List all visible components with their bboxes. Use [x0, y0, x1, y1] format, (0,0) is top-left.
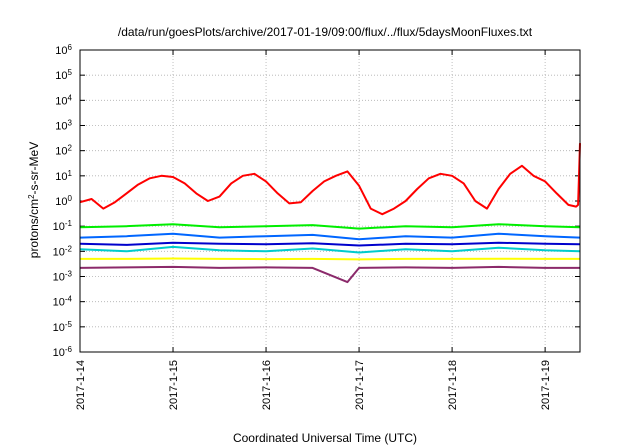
- chart-title: /data/run/goesPlots/archive/2017-01-19/0…: [118, 25, 533, 39]
- y-tick-label: 103: [55, 118, 72, 133]
- y-axis-label-pre: protons/cm: [27, 199, 41, 258]
- series-line-3: [79, 245, 581, 254]
- series-line-4: [79, 232, 581, 241]
- y-tick-label: 106: [55, 43, 72, 58]
- y-tick-labels: 106 105 104 103 102 101 100 10-1 10-2 10-3 10-4 10-…: [53, 43, 73, 360]
- x-tick-label: 2017-1-16: [261, 360, 273, 410]
- y-tick-label: 101: [55, 168, 72, 183]
- y-axis-label-sup: 2: [27, 194, 36, 199]
- y-tick-label: 10-3: [53, 269, 73, 284]
- y-axis-label-post: -s-sr-MeV: [27, 142, 41, 195]
- series-group: [79, 143, 581, 284]
- series-line-2: [79, 223, 581, 230]
- x-tick-label: 2017-1-14: [75, 360, 87, 410]
- x-tick-label: 2017-1-18: [447, 360, 459, 410]
- y-tick-label: 104: [55, 93, 72, 108]
- series-line-6: [80, 257, 580, 261]
- x-tick-label: 2017-1-19: [540, 360, 552, 410]
- x-tick-label: 2017-1-17: [354, 360, 366, 410]
- y-tick-label: 10-2: [53, 244, 73, 258]
- plot-frame: [79, 49, 581, 353]
- series-line-5: [79, 241, 581, 247]
- series-line-1: [79, 143, 581, 216]
- y-tick-label: 10-6: [53, 345, 73, 360]
- y-tick-label: 102: [55, 143, 72, 158]
- x-axis-label: Coordinated Universal Time (UTC): [233, 431, 417, 445]
- y-tick-label: 10-5: [53, 319, 73, 334]
- y-tick-label: 10-4: [53, 294, 73, 309]
- y-tick-label: 105: [55, 68, 72, 83]
- series-line-7: [79, 265, 580, 284]
- x-tick-labels: 2017-1-14 2017-1-15 2017-1-16 2017-1-17 2017…: [75, 360, 552, 410]
- y-tick-label: 10-1: [53, 219, 73, 234]
- x-tick-label: 2017-1-15: [168, 360, 180, 410]
- y-axis-label: protons/cm2-s-sr-MeV: [27, 142, 42, 258]
- y-tick-label: 100: [55, 194, 72, 209]
